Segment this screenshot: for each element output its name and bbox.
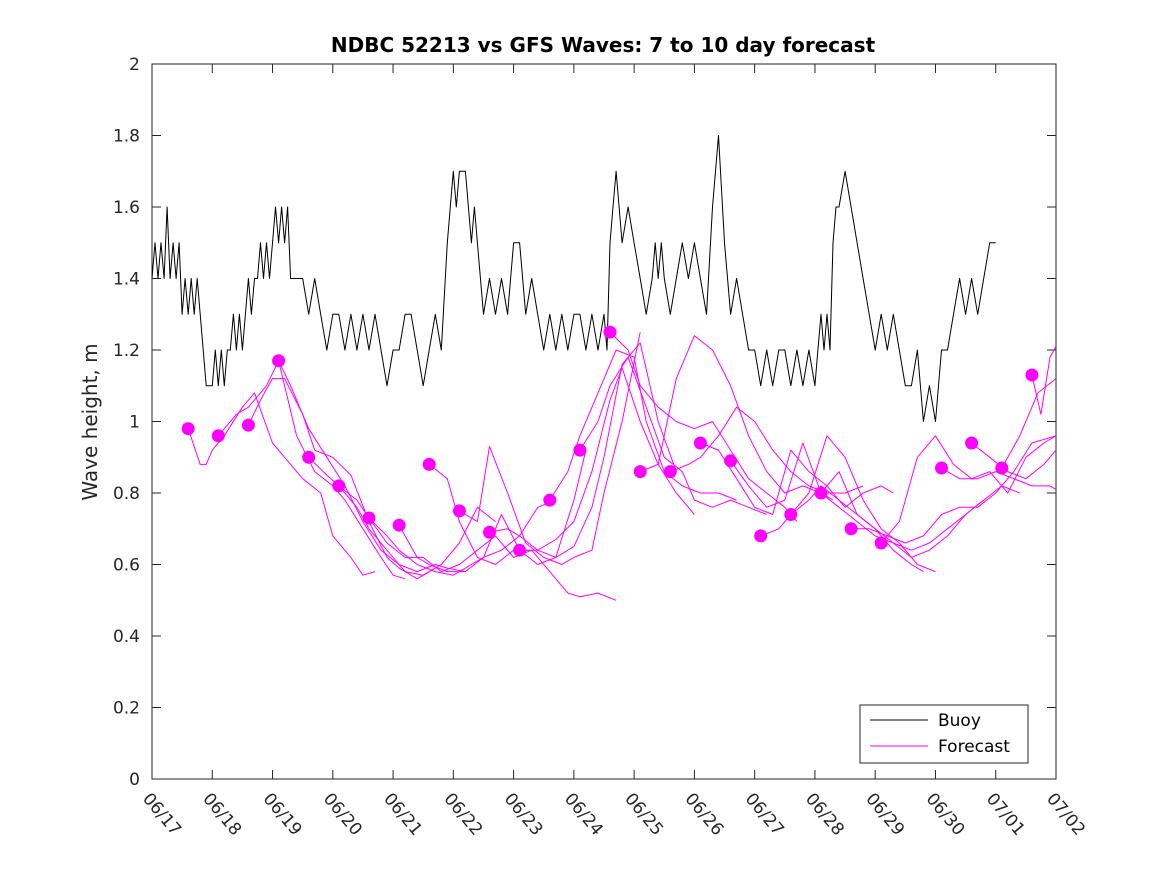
legend: Buoy Forecast bbox=[859, 704, 1029, 764]
forecast-line-15 bbox=[609, 331, 798, 522]
legend-box bbox=[859, 704, 1029, 764]
forecast-marker bbox=[181, 422, 195, 436]
forecast-marker bbox=[452, 504, 466, 518]
forecast-line-28 bbox=[1031, 346, 1057, 415]
forecast-marker bbox=[965, 436, 979, 450]
forecast-marker bbox=[422, 457, 436, 471]
y-tick-label: 0 bbox=[129, 770, 140, 790]
y-tick-label: 0.6 bbox=[113, 556, 140, 576]
forecast-marker bbox=[693, 436, 707, 450]
forecast-line-1 bbox=[187, 392, 376, 576]
forecast-series bbox=[187, 331, 1057, 601]
forecast-line-19 bbox=[730, 442, 924, 573]
axis-ticks bbox=[151, 63, 1057, 780]
legend-buoy-label: Buoy bbox=[938, 711, 981, 731]
forecast-marker bbox=[543, 493, 557, 507]
forecast-marker bbox=[513, 543, 527, 557]
forecast-marker bbox=[211, 429, 225, 443]
y-tick-label: 2 bbox=[129, 55, 140, 75]
forecast-marker bbox=[603, 325, 617, 339]
y-axis-label: Wave height, m bbox=[78, 343, 102, 500]
axes-box bbox=[151, 63, 1057, 780]
forecast-line-25 bbox=[941, 467, 1057, 490]
chart-title: NDBC 52213 vs GFS Waves: 7 to 10 day for… bbox=[331, 33, 876, 57]
buoy-series bbox=[151, 135, 996, 422]
buoy-line bbox=[151, 135, 996, 422]
plot-area bbox=[151, 63, 1057, 780]
forecast-marker bbox=[814, 486, 828, 500]
forecast-line-11 bbox=[489, 342, 677, 558]
forecast-marker bbox=[362, 511, 376, 525]
y-tick-label: 1.8 bbox=[113, 127, 140, 147]
forecast-marker bbox=[844, 522, 858, 536]
forecast-marker bbox=[784, 508, 798, 521]
legend-forecast-label: Forecast bbox=[938, 737, 1010, 757]
forecast-line-10 bbox=[459, 332, 641, 565]
forecast-line-22 bbox=[820, 485, 1020, 551]
forecast-line-27 bbox=[1001, 378, 1057, 469]
y-tick-label: 1 bbox=[129, 413, 140, 433]
forecast-marker bbox=[483, 525, 496, 539]
forecast-line-26 bbox=[971, 442, 1057, 480]
forecast-line-2 bbox=[217, 360, 406, 580]
forecast-marker bbox=[272, 354, 286, 368]
forecast-marker bbox=[1025, 368, 1039, 382]
forecast-marker bbox=[332, 479, 346, 493]
forecast-marker bbox=[874, 536, 888, 550]
y-tick-label: 0.4 bbox=[113, 627, 140, 647]
forecast-marker bbox=[241, 418, 255, 432]
y-tick-label: 0.8 bbox=[113, 484, 140, 504]
forecast-line-4 bbox=[278, 360, 466, 573]
forecast-line-23 bbox=[851, 435, 1057, 544]
y-tick-label: 0.2 bbox=[113, 699, 140, 719]
forecast-marker bbox=[573, 443, 587, 457]
forecast-marker bbox=[663, 465, 677, 479]
forecast-markers bbox=[181, 325, 1039, 557]
y-tick-label: 1.2 bbox=[113, 341, 140, 361]
forecast-marker bbox=[754, 529, 768, 543]
forecast-marker bbox=[724, 454, 738, 468]
forecast-line-14 bbox=[579, 356, 767, 515]
forecast-marker bbox=[302, 450, 316, 464]
y-tick-labels: 0 0.2 0.4 0.6 0.8 1 1.2 1.4 1.6 1.8 2 bbox=[113, 55, 140, 790]
forecast-marker bbox=[392, 518, 406, 532]
forecast-marker bbox=[935, 461, 948, 475]
forecast-line-3 bbox=[247, 378, 436, 580]
forecast-marker bbox=[995, 461, 1009, 475]
forecast-line-7 bbox=[368, 499, 556, 576]
y-tick-label: 1.4 bbox=[113, 270, 140, 290]
forecast-line-16 bbox=[640, 335, 834, 501]
y-tick-label: 1.6 bbox=[113, 198, 140, 218]
forecast-line-18 bbox=[700, 442, 894, 515]
forecast-marker bbox=[633, 465, 647, 479]
